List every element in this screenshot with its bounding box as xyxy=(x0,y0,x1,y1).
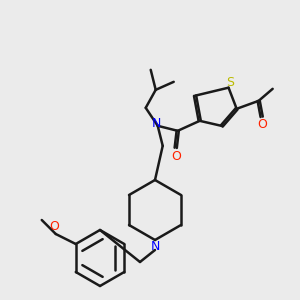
Text: N: N xyxy=(152,117,161,130)
Text: O: O xyxy=(258,118,268,131)
Text: S: S xyxy=(226,76,235,89)
Text: N: N xyxy=(150,239,160,253)
Text: O: O xyxy=(49,220,59,233)
Text: O: O xyxy=(171,150,181,163)
